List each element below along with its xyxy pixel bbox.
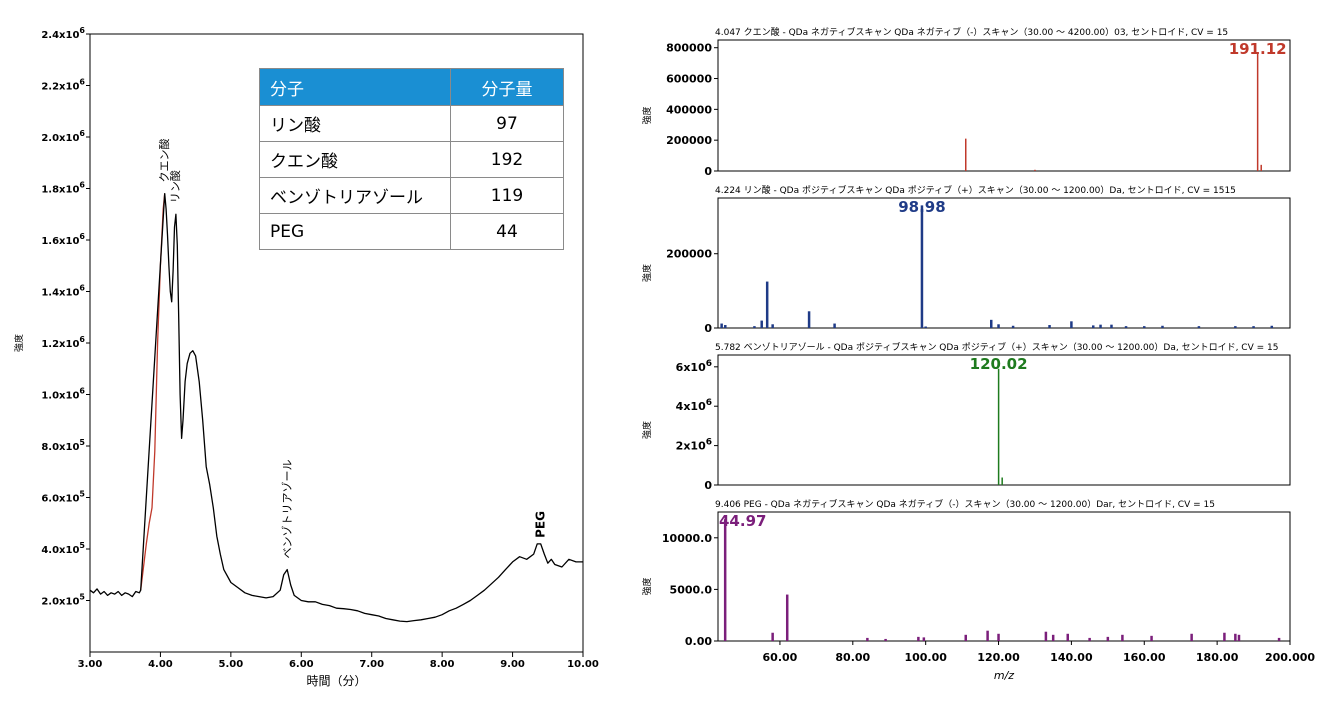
spectrum-frame [717, 39, 1291, 172]
x-tick-label: 3.00 [78, 659, 103, 670]
y-tick-label: 400000 [666, 103, 712, 116]
y-tick-label: 10000.0 [662, 532, 712, 545]
chromatogram-trace-1 [89, 192, 583, 623]
x-tick-label: 6.00 [289, 659, 314, 670]
x-tick-label: 8.00 [430, 659, 455, 670]
x-tick-label: 100.00 [904, 651, 947, 664]
y-axis-label: 強度 [641, 421, 653, 439]
x-tick-label: 120.00 [977, 651, 1020, 664]
y-tick-label: 0 [704, 479, 712, 492]
y-tick-label: 2.4x106 [41, 26, 85, 41]
header-molecule: 分子 [259, 68, 451, 106]
x-tick-label: 200.000 [1265, 651, 1315, 664]
table-cell-weight: 44 [450, 213, 564, 250]
y-axis-label: 強度 [13, 334, 25, 352]
y-tick-label: 0.00 [685, 635, 712, 648]
x-axis-label: m/z [994, 669, 1014, 682]
table-cell-molecule: リン酸 [259, 105, 451, 142]
x-tick-label: 180.00 [1196, 651, 1239, 664]
table-row: クエン酸 192 [259, 141, 564, 178]
y-tick-label: 6x106 [676, 359, 712, 374]
y-tick-label: 2.0x106 [41, 129, 85, 144]
x-tick-label: 7.00 [359, 659, 384, 670]
table-row: リン酸 97 [259, 105, 564, 142]
x-tick-label: 10.00 [567, 659, 599, 670]
spectrum-frame [717, 354, 1291, 486]
base-peak-label: 191.12 [1229, 40, 1287, 58]
peak-annotation: ベンゾトリアゾール [281, 459, 294, 558]
y-tick-label: 1.8x106 [41, 181, 85, 196]
table-header-row: 分子 分子量 [259, 68, 564, 106]
spectrum-title: 4.047 クエン酸 - QDa ネガティブスキャン QDa ネガティブ（-）ス… [715, 26, 1228, 38]
y-tick-label: 600000 [666, 73, 712, 86]
y-tick-label: 200000 [666, 134, 712, 147]
table-row: PEG 44 [259, 213, 564, 250]
table-cell-molecule: クエン酸 [259, 141, 451, 178]
peak-annotation: クエン酸 [157, 139, 171, 183]
spectrum-title: 9.406 PEG - QDa ネガティブスキャン QDa ネガティブ（-）スキ… [715, 498, 1215, 510]
x-tick-label: 4.00 [148, 659, 173, 670]
y-tick-label: 5000.0 [670, 583, 713, 596]
table-cell-molecule: PEG [259, 213, 451, 250]
y-tick-label: 0 [704, 165, 712, 178]
base-peak-label: 44.97 [719, 512, 766, 530]
y-tick-label: 200000 [666, 248, 712, 261]
base-peak-label: 120.02 [970, 355, 1028, 373]
peak-annotation: リン酸 [168, 170, 182, 203]
x-axis-label: 時間（分） [306, 674, 366, 688]
y-tick-label: 2.0x105 [41, 593, 85, 608]
spectrum-title: 4.224 リン酸 - QDa ポジティブスキャン QDa ポジティブ（+）スキ… [715, 184, 1236, 196]
y-axis-label: 強度 [641, 106, 653, 124]
molecule-table: 分子 分子量 リン酸 97 クエン酸 192 ベンゾトリアゾール 119 PEG… [259, 68, 564, 250]
table-cell-weight: 97 [450, 105, 564, 142]
table-cell-weight: 119 [450, 177, 564, 214]
y-tick-label: 6.0x105 [41, 490, 85, 505]
y-tick-label: 1.6x106 [41, 232, 85, 247]
header-molecular-weight: 分子量 [450, 68, 564, 106]
table-cell-molecule: ベンゾトリアゾール [259, 177, 451, 214]
x-tick-label: 80.00 [835, 651, 870, 664]
table-cell-weight: 192 [450, 141, 564, 178]
spectrum-frame [717, 197, 1291, 329]
base-peak-label: 98.98 [898, 198, 945, 216]
y-tick-label: 0 [704, 322, 712, 335]
chromatogram-chart: 3.00 4.00 5.00 6.00 7.00 8.00 9.00 10.00 2.0x105… [13, 26, 599, 688]
y-tick-label: 1.4x106 [41, 284, 85, 299]
y-tick-label: 4x106 [676, 398, 712, 413]
spectrum-frame [717, 511, 1291, 642]
peak-annotation: PEG [534, 511, 548, 538]
mass-spectra-panels: 4.047 クエン酸 - QDa ネガティブスキャン QDa ネガティブ（-）ス… [641, 26, 1315, 682]
y-axis-label: 強度 [641, 264, 653, 282]
table-row: ベンゾトリアゾール 119 [259, 177, 564, 214]
y-tick-label: 2.2x106 [41, 78, 85, 93]
y-tick-label: 1.2x106 [41, 335, 85, 350]
y-axis-label: 強度 [641, 577, 653, 595]
x-tick-label: 5.00 [219, 659, 244, 670]
x-tick-label: 60.00 [763, 651, 798, 664]
x-tick-label: 9.00 [500, 659, 525, 670]
x-tick-label: 160.00 [1123, 651, 1166, 664]
y-tick-label: 1.0x106 [41, 387, 85, 402]
y-tick-label: 8.0x105 [41, 438, 85, 453]
y-tick-label: 800000 [666, 42, 712, 55]
spectrum-title: 5.782 ベンゾトリアゾール - QDa ポジティブスキャン QDa ポジティ… [715, 341, 1278, 353]
x-tick-label: 140.00 [1050, 651, 1093, 664]
y-tick-label: 4.0x105 [41, 541, 85, 556]
y-tick-label: 2x106 [676, 438, 712, 453]
